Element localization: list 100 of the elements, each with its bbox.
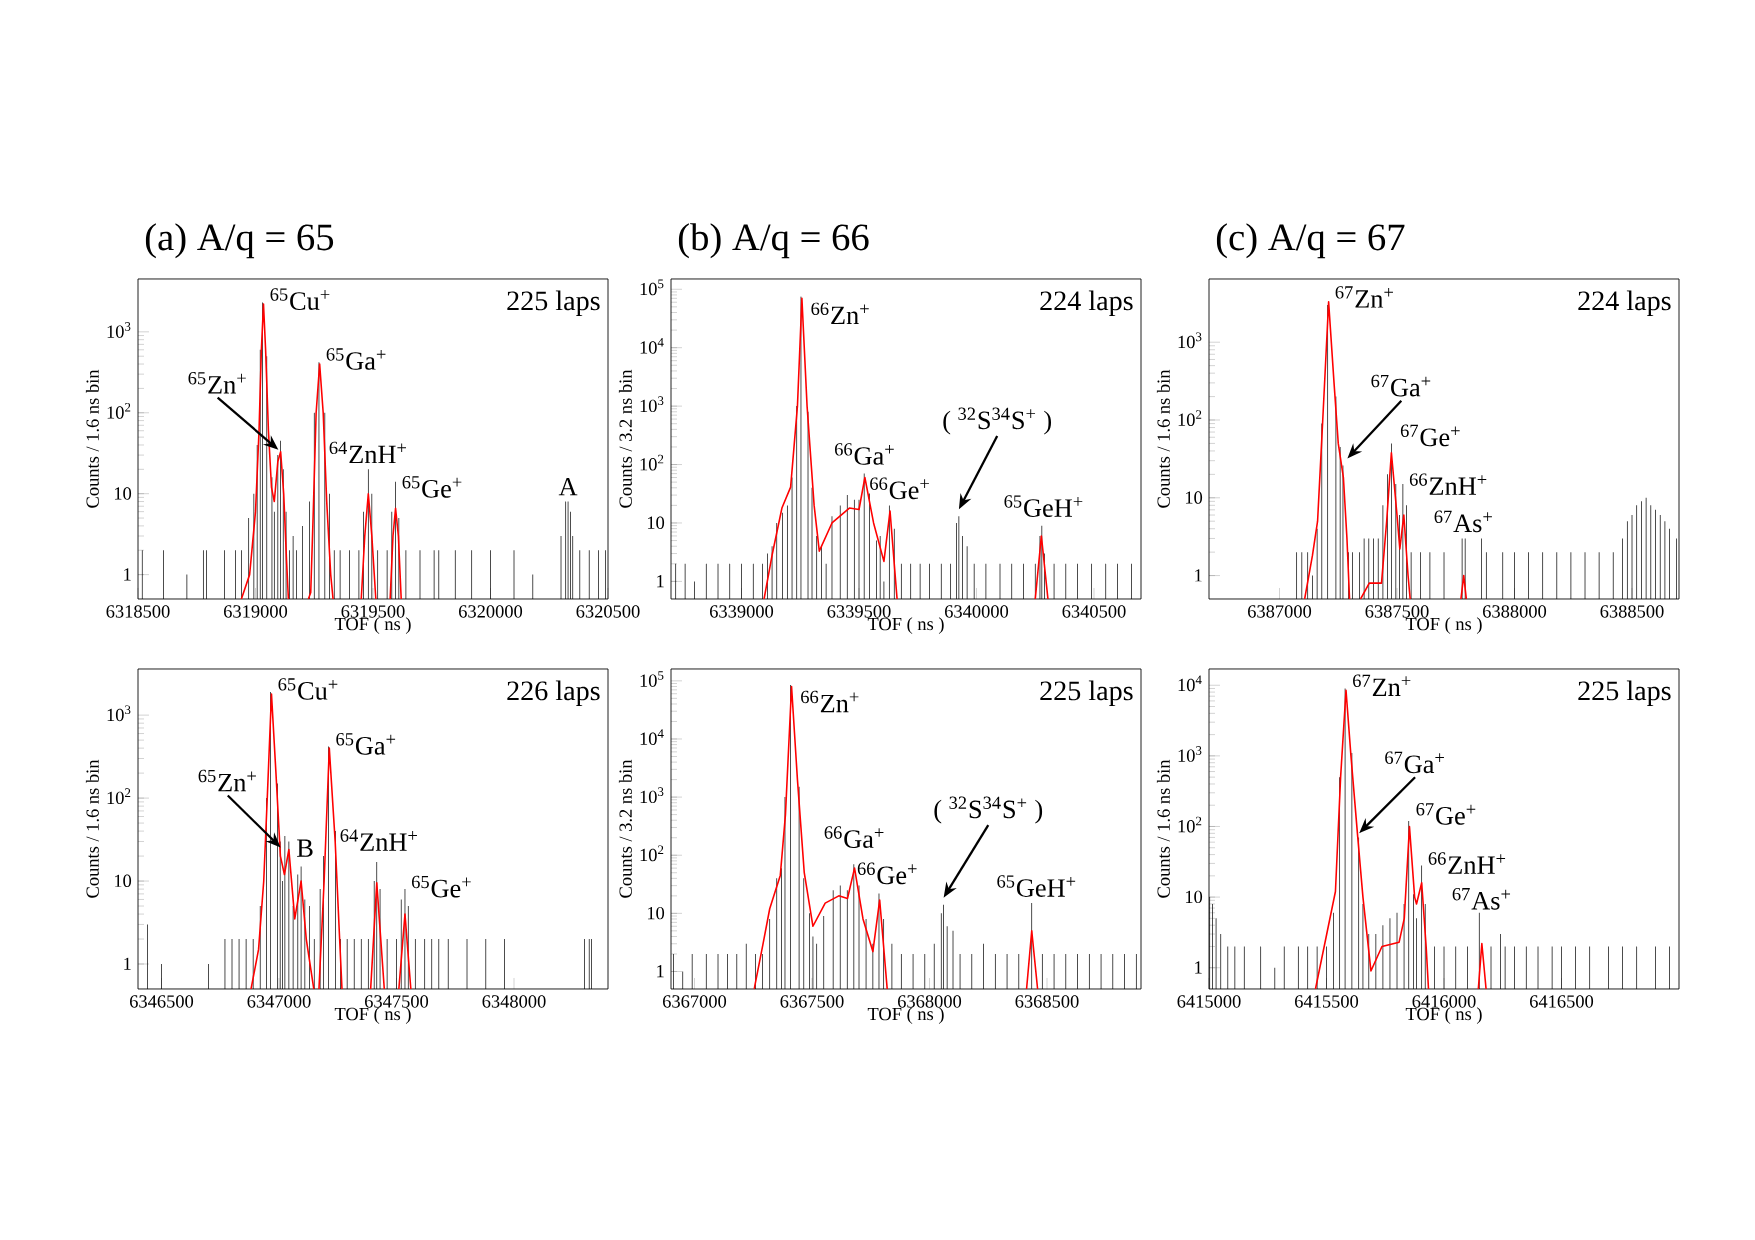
y-axis-title: Counts / 1.6 ns bin [1156,369,1170,508]
annotation: $^{66}$Ge$^{+}$ [857,862,917,885]
x-tick-label: 6416500 [1530,995,1594,1008]
x-tick-label: 6415000 [1177,995,1241,1008]
annotation: $^{64}$ZnH$^{+}$ [329,441,406,464]
x-axis-title: TOF ( ns ) [867,1007,944,1024]
x-axis-title: TOF ( ns ) [334,617,411,634]
y-tick-label: 10$^{2}$ [640,454,664,471]
annotation: $^{65}$Ga$^{+}$ [326,348,386,370]
y-tick-label: 10$^{2}$ [1178,816,1202,833]
annotation: $^{67}$Zn$^{+}$ [1353,674,1411,696]
x-tick-label: 6347500 [365,995,429,1008]
x-tick-label: 6388500 [1600,605,1664,618]
y-axis-title: Counts / 3.2 ns bin [618,369,632,508]
annotation: $^{66}$Zn$^{+}$ [801,690,859,713]
y-axis-title: Counts / 1.6 ns bin [85,369,99,508]
annotation: $^{67}$Ge$^{+}$ [1400,424,1460,447]
annotation: 224 laps [1578,290,1671,317]
y-tick-label: 1 [1195,569,1202,582]
y-tick-label: 10$^{3}$ [640,787,664,804]
annotation: $^{66}$ZnH$^{+}$ [1428,852,1506,874]
y-tick-label: 10 [1185,890,1203,904]
x-tick-label: 6339500 [827,605,891,618]
annotation: $^{67}$As$^{+}$ [1452,887,1511,910]
chart-title: (c) A/q = 67 [1216,223,1405,259]
x-axis-title: TOF ( ns ) [867,617,944,634]
x-tick-label: 6320000 [459,605,523,618]
y-tick-label: 10 [647,906,665,920]
y-tick-label: 1 [1195,961,1202,974]
x-tick-label: 6367500 [780,995,844,1008]
annotation: $^{66}$ZnH$^{+}$ [1409,473,1487,495]
annotation: 226 laps [507,680,600,707]
x-tick-label: 6416000 [1412,995,1476,1008]
annotation: $^{65}$Ge$^{+}$ [402,476,462,498]
y-tick-label: 10$^{3}$ [1178,746,1202,762]
annotation: 225 laps [507,290,600,317]
y-tick-label: 1 [124,957,131,970]
annotation: $^{67}$Ga$^{+}$ [1385,751,1444,774]
y-tick-label: 10$^{2}$ [640,845,664,862]
y-tick-label: 1 [657,575,664,588]
y-tick-label: 10 [114,487,132,500]
annotation: $^{65}$Zn$^{+}$ [198,769,256,792]
annotation: $^{65}$Cu$^{+}$ [278,678,338,700]
x-tick-label: 6387500 [1365,605,1429,618]
x-tick-label: 6387000 [1248,605,1312,618]
x-axis-title: TOF ( ns ) [1405,1007,1482,1024]
annotation: 225 laps [1040,680,1133,707]
x-tick-label: 6339000 [710,605,774,618]
y-tick-label: 10 [114,874,132,888]
annotation: $^{65}$Ga$^{+}$ [336,733,396,755]
annotation: A [558,477,578,496]
annotation: $^{65}$GeH$^{+}$ [1004,495,1083,517]
y-tick-label: 10$^{3}$ [1178,332,1202,349]
chart-title: (a) A/q = 65 [145,223,334,259]
annotation: $^{67}$Ge$^{+}$ [1416,803,1476,825]
x-tick-label: 6368500 [1015,995,1079,1008]
y-tick-label: 1 [657,965,664,978]
x-tick-label: 6340500 [1062,605,1126,618]
annotation: $^{66}$Ga$^{+}$ [835,443,894,465]
y-tick-label: 10$^{3}$ [107,705,131,722]
y-tick-label: 10$^{5}$ [640,279,664,296]
annotation: $^{65}$Zn$^{+}$ [188,372,246,394]
y-tick-label: 10 [1185,491,1203,504]
annotation: $^{66}$Ge$^{+}$ [870,477,929,500]
x-tick-label: 6340000 [945,605,1009,618]
x-tick-label: 6318500 [106,605,170,618]
y-tick-label: 10$^{2}$ [107,788,131,805]
y-tick-label: 10$^{3}$ [107,322,131,338]
annotation: 224 laps [1040,290,1133,317]
annotation: $^{65}$GeH$^{+}$ [997,875,1076,897]
y-tick-label: 10$^{3}$ [640,396,664,413]
y-tick-label: 10$^{5}$ [640,671,664,687]
x-tick-label: 6319500 [341,605,405,618]
y-tick-label: 1 [124,568,131,581]
annotation: $^{66}$Ga$^{+}$ [824,826,884,848]
x-tick-label: 6415500 [1295,995,1359,1008]
annotation: ( $^{32}$S$^{34}$S$^{+}$ ) [934,796,1043,824]
annotation: B [297,839,313,857]
x-axis-title: TOF ( ns ) [334,1007,411,1024]
chart-title: (b) A/q = 66 [678,223,869,259]
annotation: $^{67}$Ga$^{+}$ [1371,374,1431,397]
annotation: 225 laps [1578,680,1671,707]
annotation: $^{67}$Zn$^{+}$ [1335,286,1393,308]
y-axis-title: Counts / 1.6 ns bin [1156,759,1170,898]
x-axis-title: TOF ( ns ) [1405,617,1482,634]
x-tick-label: 6368000 [898,995,962,1008]
annotation: $^{65}$Ge$^{+}$ [412,875,471,898]
annotation: $^{65}$Cu$^{+}$ [270,288,330,310]
x-tick-label: 6346500 [130,995,194,1008]
y-axis-title: Counts / 3.2 ns bin [618,759,632,898]
y-tick-label: 10$^{4}$ [640,729,664,745]
annotation: ( $^{32}$S$^{34}$S$^{+}$ ) [943,407,1052,435]
x-tick-label: 6320500 [576,605,640,618]
x-tick-label: 6348000 [482,995,546,1008]
y-axis-title: Counts / 1.6 ns bin [85,759,99,898]
y-tick-label: 10$^{2}$ [1178,410,1202,426]
y-tick-label: 10$^{4}$ [1178,675,1202,692]
x-tick-label: 6367000 [663,995,727,1008]
y-tick-label: 10$^{4}$ [640,337,664,354]
y-tick-label: 10 [647,516,665,529]
